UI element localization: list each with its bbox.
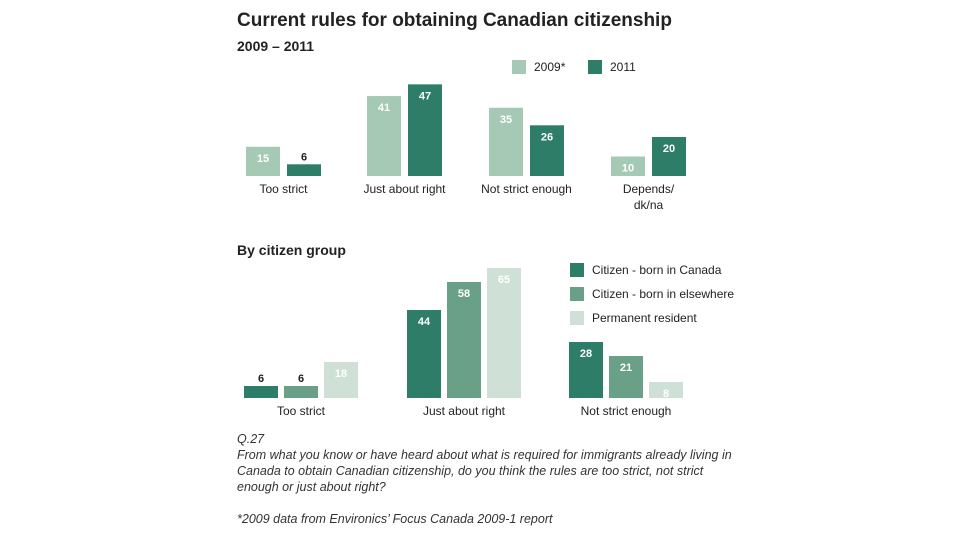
bar-2-not-strict-enough-citizen-born-in-elsewhere bbox=[609, 356, 643, 398]
bar-2-too-strict-citizen-born-in-canada bbox=[244, 386, 278, 398]
data-label: 35 bbox=[500, 114, 512, 126]
data-label: 65 bbox=[498, 274, 510, 286]
chart-subtitle: 2009 – 2011 bbox=[237, 38, 315, 54]
category-label: Not strict enough bbox=[481, 182, 572, 196]
category-label: Too strict bbox=[259, 182, 308, 196]
data-label: 15 bbox=[257, 153, 269, 165]
data-label: 6 bbox=[301, 151, 307, 163]
question-code: Q.27 bbox=[237, 432, 265, 446]
data-label: 20 bbox=[663, 143, 675, 155]
bar-1-depends-dk-na-2009 bbox=[611, 156, 645, 176]
bar-1-not-strict-enough-2011 bbox=[530, 125, 564, 176]
data-label: 44 bbox=[418, 316, 431, 328]
bar-2-not-strict-enough-citizen-born-in-canada bbox=[569, 342, 603, 398]
data-label: 6 bbox=[258, 373, 264, 385]
bar-2-too-strict-permanent-resident bbox=[324, 362, 358, 398]
legend-label: Citizen - born in Canada bbox=[592, 263, 722, 277]
data-label: 28 bbox=[580, 348, 592, 360]
category-label-line2: dk/na bbox=[634, 198, 664, 212]
data-label: 21 bbox=[620, 362, 632, 374]
bar-1-too-strict-2011 bbox=[287, 164, 321, 176]
bar-1-depends-dk-na-2011 bbox=[652, 137, 686, 176]
data-label: 18 bbox=[335, 368, 347, 380]
bar-1-not-strict-enough-2009 bbox=[489, 107, 523, 176]
legend-label: 2009* bbox=[534, 60, 566, 74]
data-label: 58 bbox=[458, 288, 470, 300]
bar-1-too-strict-2009 bbox=[246, 146, 280, 176]
bar-1-just-about-right-2011 bbox=[408, 84, 442, 176]
data-label: 41 bbox=[378, 102, 390, 114]
bar-1-just-about-right-2009 bbox=[367, 96, 401, 176]
data-label: 10 bbox=[622, 163, 634, 175]
legend-swatch bbox=[588, 60, 602, 74]
data-label: 6 bbox=[298, 373, 304, 385]
legend-label: 2011 bbox=[610, 60, 636, 74]
bar-2-just-about-right-permanent-resident bbox=[487, 268, 521, 398]
data-label: 8 bbox=[663, 388, 669, 400]
section-title: By citizen group bbox=[237, 242, 346, 258]
category-label: Depends/ bbox=[623, 182, 675, 196]
bar-2-too-strict-citizen-born-in-elsewhere bbox=[284, 386, 318, 398]
question-text: From what you know or have heard about w… bbox=[237, 448, 732, 494]
bar-2-not-strict-enough-permanent-resident bbox=[649, 382, 683, 398]
bar-2-just-about-right-citizen-born-in-elsewhere bbox=[447, 282, 481, 398]
legend-swatch bbox=[570, 311, 584, 325]
data-label: 47 bbox=[419, 90, 431, 102]
category-label: Just about right bbox=[363, 182, 446, 196]
legend-swatch bbox=[512, 60, 526, 74]
question-note: Q.27 From what you know or have heard ab… bbox=[237, 431, 737, 495]
category-label: Too strict bbox=[277, 404, 326, 418]
chart-title: Current rules for obtaining Canadian cit… bbox=[237, 10, 672, 31]
footnote: *2009 data from Environics’ Focus Canada… bbox=[237, 512, 553, 526]
legend-label: Citizen - born in elsewhere bbox=[592, 287, 734, 301]
bar-2-just-about-right-citizen-born-in-canada bbox=[407, 310, 441, 398]
data-label: 26 bbox=[541, 131, 553, 143]
category-label: Just about right bbox=[423, 404, 506, 418]
category-label: Not strict enough bbox=[581, 404, 672, 418]
legend-label: Permanent resident bbox=[592, 311, 697, 325]
legend-swatch bbox=[570, 287, 584, 301]
legend-swatch bbox=[570, 263, 584, 277]
